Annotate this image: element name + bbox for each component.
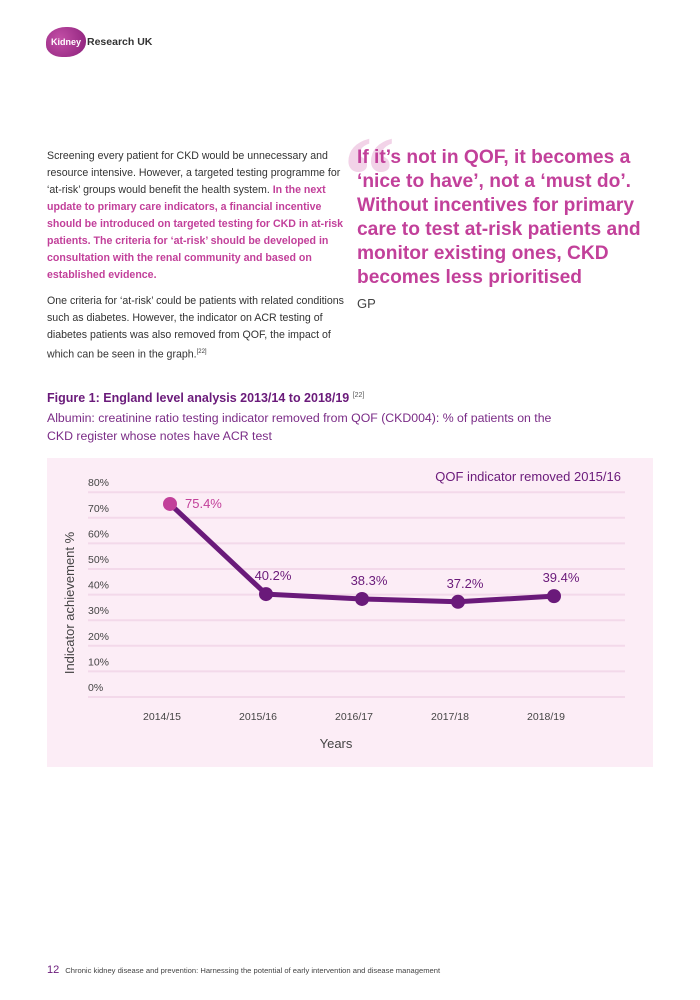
figure-title: Figure 1: England level analysis 2013/14… <box>47 391 364 405</box>
data-point <box>547 589 561 604</box>
data-point <box>451 594 465 609</box>
logo-blob: Kidney <box>46 27 86 57</box>
y-tick-label: 80% <box>88 477 109 489</box>
x-axis-title: Years <box>320 736 353 751</box>
y-tick-label: 40% <box>88 580 109 592</box>
data-label: 38.3% <box>351 573 388 588</box>
chart-svg: 0% 10% 20% 30% 40% 50% 60% 70% 80% 2014/15 2015/16… <box>62 469 625 751</box>
y-axis-title: Indicator achievement % <box>62 531 77 674</box>
paragraph-2: One criteria for ‘at-risk’ could be pati… <box>47 293 345 364</box>
data-point <box>355 591 369 606</box>
data-label: 37.2% <box>447 576 484 591</box>
x-tick-label: 2017/18 <box>431 711 469 723</box>
logo-text: Research UK <box>87 36 153 48</box>
line-chart: 0% 10% 20% 30% 40% 50% 60% 70% 80% 2014/15 2015/16… <box>47 458 653 767</box>
x-tick-label: 2016/17 <box>335 711 373 723</box>
paragraph-1: Screening every patient for CKD would be… <box>47 148 345 284</box>
y-tick-label: 30% <box>88 605 109 617</box>
quote-attribution: GP <box>357 296 376 311</box>
body-text: Screening every patient for CKD would be… <box>47 148 345 373</box>
data-label: 40.2% <box>255 568 292 583</box>
pull-quote: If it’s not in QOF, it becomes a ‘nice t… <box>357 147 641 288</box>
x-tick-label: 2015/16 <box>239 711 277 723</box>
y-tick-label: 60% <box>88 528 109 540</box>
x-tick-label: 2014/15 <box>143 711 181 723</box>
figure-title-text: Figure 1: England level analysis 2013/14… <box>47 391 350 405</box>
quote-mark-icon: “ <box>338 114 393 236</box>
x-tick-label: 2018/19 <box>527 711 565 723</box>
paragraph-2-text: One criteria for ‘at-risk’ could be pati… <box>47 295 344 361</box>
data-label: 39.4% <box>543 570 580 585</box>
data-point <box>163 496 177 511</box>
y-tick-label: 20% <box>88 631 109 643</box>
footer-title: Chronic kidney disease and prevention: H… <box>65 966 441 975</box>
page-number: 12 <box>47 964 60 976</box>
y-tick-label: 70% <box>88 503 109 515</box>
chart-annotation: QOF indicator removed 2015/16 <box>435 469 621 484</box>
y-tick-label: 10% <box>88 656 109 668</box>
recommendation-highlight: In the next update to primary care indic… <box>47 184 344 281</box>
data-label: 75.4% <box>185 496 222 511</box>
kidney-research-uk-logo: Kidney Research UK <box>46 26 152 58</box>
y-tick-label: 50% <box>88 554 109 566</box>
reference-marker: [22] <box>196 349 207 355</box>
figure-subtitle: Albumin: creatinine ratio testing indica… <box>47 411 552 443</box>
data-point <box>259 587 273 602</box>
logo-mark-text: Kidney <box>50 37 81 47</box>
paragraph-1-text: Screening every patient for CKD would be… <box>47 150 341 196</box>
figure-reference: [22] <box>352 391 365 399</box>
footer: 12 Chronic kidney disease and prevention:… <box>47 964 440 976</box>
y-tick-label: 0% <box>88 682 103 694</box>
